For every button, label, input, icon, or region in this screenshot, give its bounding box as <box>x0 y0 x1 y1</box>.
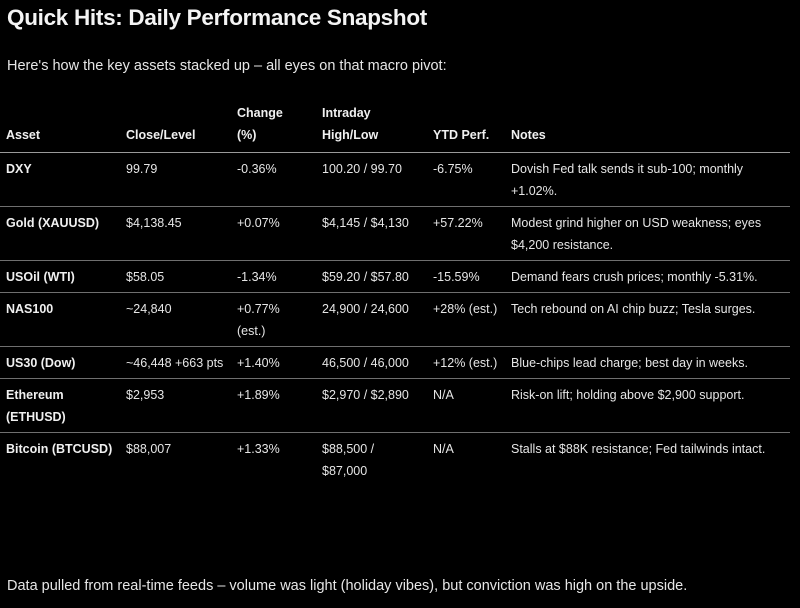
cell-close: $58.05 <box>120 260 231 293</box>
cell-asset: Bitcoin (BTCUSD) <box>6 442 113 456</box>
cell-range: 100.20 / 99.70 <box>316 152 427 207</box>
cell-change: +0.07% <box>231 206 316 261</box>
table-row: Gold (XAUUSD) $4,138.45 +0.07% $4,145 / $4,… <box>0 206 790 261</box>
cell-ytd: +57.22% <box>427 206 505 261</box>
cell-ytd: -6.75% <box>427 152 505 207</box>
page-title: Quick Hits: Daily Performance Snapshot <box>7 5 427 30</box>
cell-notes: Dovish Fed talk sends it sub-100; monthl… <box>505 152 790 207</box>
cell-change: +1.40% <box>231 346 316 379</box>
cell-range: $4,145 / $4,130 <box>316 206 427 261</box>
footer-text: Data pulled from real-time feeds – volum… <box>7 578 688 594</box>
cell-notes: Blue-chips lead charge; best day in week… <box>505 346 790 379</box>
table-row: USOil (WTI) $58.05 -1.34% $59.20 / $57.80 -1… <box>0 260 790 293</box>
cell-asset: Ethereum (ETHUSD) <box>0 378 120 433</box>
cell-ytd: -15.59% <box>427 260 505 293</box>
table-header-row: Asset Close/Level Change (%) Intraday High… <box>0 96 790 153</box>
header-close: Close/Level <box>120 96 231 153</box>
cell-close: ~24,840 <box>120 292 231 347</box>
table-row: US30 (Dow) ~46,448 +663 pts +1.40% 46,500 /… <box>0 346 790 379</box>
cell-range: $88,500 / $87,000 <box>322 442 375 478</box>
cell-ytd: N/A <box>433 442 454 456</box>
performance-table: Asset Close/Level Change (%) Intraday High… <box>0 96 790 486</box>
cell-asset: Gold (XAUUSD) <box>0 206 120 261</box>
header-change-line2: (%) <box>237 128 257 142</box>
intro-text: Here's how the key assets stacked up – a… <box>7 58 447 74</box>
cell-asset: NAS100 <box>0 292 120 347</box>
cell-change: +0.77% (est.) <box>231 292 316 347</box>
cell-asset: US30 (Dow) <box>0 346 120 379</box>
cell-range: $2,970 / $2,890 <box>316 378 427 433</box>
cell-ytd: +12% (est.) <box>427 346 505 379</box>
header-range-line1: Intraday <box>322 106 371 120</box>
cell-close: $4,138.45 <box>120 206 231 261</box>
table-row: DXY 99.79 -0.36% 100.20 / 99.70 -6.75% Dovish… <box>0 152 790 207</box>
cell-range: 46,500 / 46,000 <box>316 346 427 379</box>
cell-close: 99.79 <box>120 152 231 207</box>
cell-ytd: +28% (est.) <box>427 292 505 347</box>
cell-close: $2,953 <box>120 378 231 433</box>
cell-close: $88,007 <box>126 442 172 456</box>
table-row: Bitcoin (BTCUSD) $88,007 +1.33% $88,500 / $… <box>0 433 790 487</box>
cell-notes: Stalls at $88K resistance; Fed tailwinds… <box>511 442 766 456</box>
cell-asset: DXY <box>0 152 120 207</box>
cell-notes: Modest grind higher on USD weakness; eye… <box>505 206 790 261</box>
table-row: Ethereum (ETHUSD) $2,953 +1.89% $2,970 / $2… <box>0 378 790 433</box>
cell-notes: Tech rebound on AI chip buzz; Tesla surg… <box>505 292 790 347</box>
table-row: NAS100 ~24,840 +0.77% (est.) 24,900 / 24,60… <box>0 292 790 347</box>
cell-asset: USOil (WTI) <box>0 260 120 293</box>
cell-change: +1.89% <box>231 378 316 433</box>
header-change-line1: Change <box>237 106 283 120</box>
cell-range: 24,900 / 24,600 <box>316 292 427 347</box>
cell-range: $59.20 / $57.80 <box>316 260 427 293</box>
cell-ytd: N/A <box>427 378 505 433</box>
cell-notes: Demand fears crush prices; monthly -5.31… <box>505 260 790 293</box>
header-range: Intraday High/Low <box>316 96 427 153</box>
cell-notes: Risk-on lift; holding above $2,900 suppo… <box>505 378 790 433</box>
cell-close: ~46,448 +663 pts <box>120 346 231 379</box>
cell-change: -1.34% <box>231 260 316 293</box>
header-change: Change (%) <box>231 96 316 153</box>
cell-change: -0.36% <box>231 152 316 207</box>
header-asset: Asset <box>0 96 120 153</box>
header-notes: Notes <box>505 96 790 153</box>
header-ytd: YTD Perf. <box>427 96 505 153</box>
header-range-line2: High/Low <box>322 128 379 142</box>
cell-change: +1.33% <box>237 442 280 456</box>
